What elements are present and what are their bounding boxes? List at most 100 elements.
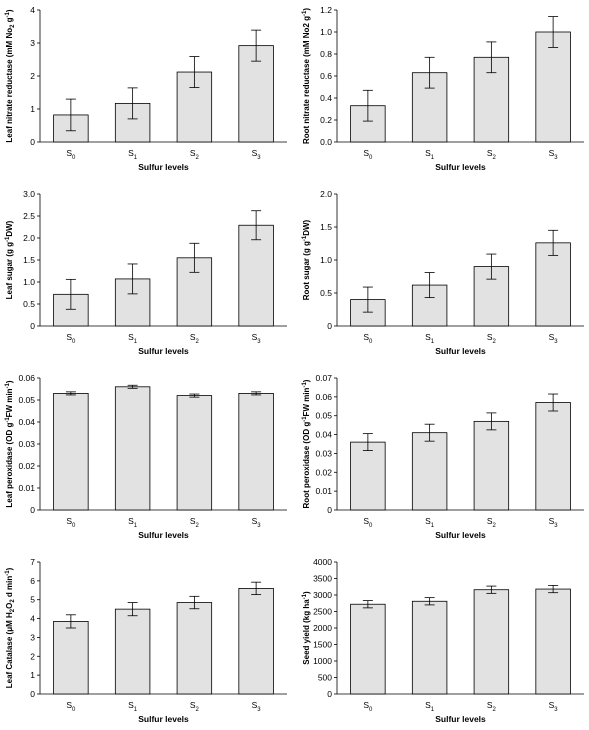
x-tick-label: S0 (66, 700, 76, 713)
bar-S0 (53, 621, 89, 695)
bar-S2 (176, 602, 213, 695)
x-axis-label: Sulfur levels (138, 162, 189, 172)
y-tick-label: 5 (30, 595, 35, 605)
bar-S1 (411, 600, 448, 695)
x-tick-label: S1 (425, 516, 435, 529)
x-tick-label: S3 (549, 516, 559, 529)
y-tick-label: 0 (30, 321, 35, 331)
bar-S0 (350, 441, 386, 511)
bar-S3 (238, 588, 274, 695)
y-tick-label: 0 (327, 505, 332, 515)
x-axis-label: Sulfur levels (435, 530, 486, 540)
y-tick-label: 1500 (313, 640, 332, 650)
x-axis-label: Sulfur levels (138, 346, 189, 356)
y-tick-label: 1000 (313, 656, 332, 666)
y-tick-label: 2500 (313, 607, 332, 617)
y-tick-label: 0.05 (18, 395, 35, 405)
x-tick-label: S3 (549, 700, 559, 713)
y-tick-label: 1.0 (320, 27, 332, 37)
y-tick-label: 6 (30, 576, 35, 586)
y-tick-label: 0.04 (18, 417, 35, 427)
chart-panel-4: 0 0.5 1.0 1.5 2.0 S0 S1 S2 S3 Sulfur levels Root s… (302, 189, 584, 356)
x-tick-label: S3 (549, 332, 559, 345)
y-tick-label: 1.0 (23, 277, 35, 287)
y-axis-label: Root sugar (g g-1DW) (302, 219, 311, 300)
y-tick-label: 0.03 (18, 439, 35, 449)
y-tick-label: 1 (30, 670, 35, 680)
x-tick-label: S2 (487, 516, 497, 529)
y-tick-label: 0.5 (320, 288, 332, 298)
bar-S3 (238, 392, 274, 511)
bar-S3 (535, 31, 571, 143)
bar-S1 (114, 608, 151, 695)
y-tick-label: 3 (30, 38, 35, 48)
y-axis-label: Root nitrate reductase (mM No2 g-1) (302, 8, 311, 144)
bar-S0 (53, 392, 89, 511)
x-axis-label: Sulfur levels (138, 530, 189, 540)
x-tick-label: S1 (128, 148, 138, 161)
y-tick-label: 2 (30, 71, 35, 81)
y-tick-label: 1.0 (320, 255, 332, 265)
chart-panel-7: 0 1 2 3 4 5 6 7 S0 S1 S2 S3 Sulfur levels Leaf Catala… (5, 557, 287, 724)
chart-panel-1: 0 1 2 3 4 S0 S1 S2 S3 Sulfur levels Leaf nitrate r… (5, 5, 287, 172)
x-tick-label: S2 (487, 700, 497, 713)
x-tick-label: S1 (425, 700, 435, 713)
chart-panel-2: 0.0 0.2 0.4 0.6 0.8 1.0 1.2 S0 S1 S2 S3 Sulfur leve… (302, 5, 584, 172)
y-tick-label: 2.5 (23, 211, 35, 221)
bar-S1 (411, 432, 448, 511)
x-tick-label: S1 (425, 332, 435, 345)
y-tick-label: 0.01 (315, 486, 332, 496)
y-axis-label: Leaf sugar (g g-1DW) (5, 220, 14, 299)
x-axis-label: Sulfur levels (435, 162, 486, 172)
x-tick-label: S0 (363, 332, 373, 345)
y-axis-label: Leaf Catalase (μM H2O2 d min-1) (5, 567, 16, 688)
y-tick-label: 2000 (313, 623, 332, 633)
y-tick-label: 1.5 (23, 255, 35, 265)
y-tick-label: 0.8 (320, 49, 332, 59)
x-axis-label: Sulfur levels (138, 714, 189, 724)
y-tick-label: 4 (30, 5, 35, 15)
y-tick-label: 0 (327, 321, 332, 331)
x-tick-label: S3 (252, 700, 262, 713)
y-axis-label: Leaf nitrate reductase (mM No2 g-1) (5, 9, 16, 143)
x-axis-label: Sulfur levels (435, 714, 486, 724)
chart-panel-8: 0 500 1000 1500 2000 2500 3000 3500 4000 S0 S1 S2 S3… (302, 557, 584, 724)
x-tick-label: S2 (190, 148, 200, 161)
x-tick-label: S2 (487, 148, 497, 161)
y-tick-label: 0.02 (18, 461, 35, 471)
y-tick-label: 0.2 (320, 115, 332, 125)
x-tick-label: S3 (549, 148, 559, 161)
y-axis-label: Seed yield (kg ha-1) (302, 591, 311, 665)
y-tick-label: 500 (318, 673, 332, 683)
y-tick-label: 4 (30, 614, 35, 624)
y-tick-label: 0.01 (18, 483, 35, 493)
y-tick-label: 0 (327, 689, 332, 699)
y-tick-label: 2.0 (320, 189, 332, 199)
bar-S3 (535, 242, 571, 327)
y-tick-label: 0.05 (315, 411, 332, 421)
y-tick-label: 0.0 (320, 137, 332, 147)
y-tick-label: 0.06 (315, 392, 332, 402)
y-tick-label: 2 (30, 651, 35, 661)
chart-panel-3: 0 0.5 1.0 1.5 2.0 2.5 3.0 S0 S1 S2 S3 Sulfur levels… (5, 189, 287, 356)
y-tick-label: 3 (30, 632, 35, 642)
x-tick-label: S1 (425, 148, 435, 161)
y-tick-label: 0.02 (315, 467, 332, 477)
y-tick-label: 0 (30, 137, 35, 147)
x-tick-label: S0 (363, 700, 373, 713)
x-tick-label: S0 (66, 516, 76, 529)
x-tick-label: S1 (128, 516, 138, 529)
x-tick-label: S1 (128, 700, 138, 713)
y-tick-label: 0.04 (315, 430, 332, 440)
y-tick-label: 0.07 (315, 373, 332, 383)
bar-S2 (473, 420, 510, 511)
x-tick-label: S0 (363, 516, 373, 529)
y-tick-label: 0.03 (315, 448, 332, 458)
y-axis-label: Leaf peroxidase (OD g-1FW min-1) (5, 380, 14, 508)
bar-S3 (535, 402, 571, 511)
chart-panel-6: 0 0.01 0.02 0.03 0.04 0.05 0.06 0.07 S0 S1 S2 S3 Sul… (302, 373, 584, 540)
x-tick-label: S1 (128, 332, 138, 345)
y-tick-label: 0 (30, 505, 35, 515)
bar-S2 (473, 589, 510, 695)
